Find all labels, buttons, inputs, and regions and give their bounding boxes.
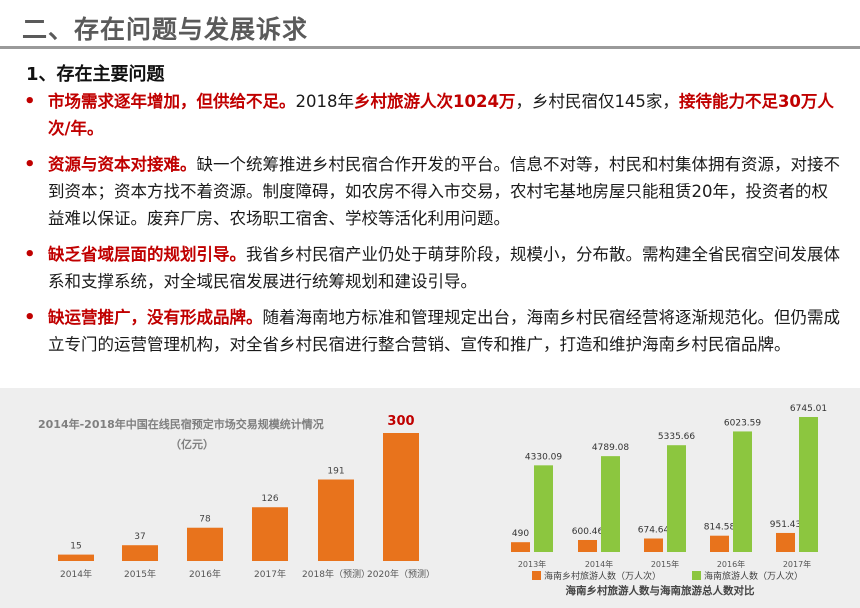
charts-panel: 2014年-2018年中国在线民宿预定市场交易规模统计情况 （亿元） 15 2014年… — [0, 388, 860, 608]
bar-value-label: 78 — [199, 515, 211, 525]
slide-title: 二、存在问题与发展诉求 — [22, 15, 309, 44]
bar-value-label: 191 — [327, 467, 344, 477]
bar — [383, 433, 419, 561]
issue-item: • 资源与资本对接难。缺一个统筹推进乡村民宿合作开发的平台。信息不对等，村民和村集… — [20, 151, 840, 232]
bar-value-label: 126 — [261, 494, 278, 504]
chart-subtitle: （亿元） — [170, 437, 214, 451]
bar-value-label: 951.43 — [770, 520, 802, 530]
x-tick-label: 2014年 — [60, 568, 92, 580]
bullet-dot: • — [24, 154, 36, 175]
section-title: 1、存在主要问题 — [26, 64, 165, 85]
x-tick-label: 2017年 — [254, 568, 286, 580]
issue-highlight: 缺运营推广，没有形成品牌。 — [48, 308, 263, 327]
bar-value-label: 600.46 — [572, 527, 604, 537]
issue-text: 我省乡村民宿产业仍处于萌芽阶段，规模小，分布散。需构建全省民宿空间发展体系和支撑… — [48, 245, 840, 291]
bar — [122, 545, 158, 561]
issue-text: 缺一个统筹推进乡村民宿合作开发的平台。信息不对等，村民和村集体拥有资源，对接不到… — [48, 155, 840, 228]
bar — [733, 431, 752, 552]
issue-highlight: 接待能力不足30万人次/年。 — [48, 92, 834, 138]
bar-value-label: 300 — [387, 414, 414, 429]
bar-value-label: 4330.09 — [525, 452, 562, 462]
legend-swatch — [532, 571, 541, 580]
bar — [318, 479, 354, 561]
chart-title: 2014年-2018年中国在线民宿预定市场交易规模统计情况 — [38, 417, 324, 431]
issue-list: • 市场需求逐年增加，但供给不足。2018年乡村旅游人次1024万，乡村民宿仅14… — [20, 88, 840, 367]
bar-value-label: 4789.08 — [592, 443, 629, 453]
chart-title: 海南乡村旅游人数与海南旅游总人数对比 — [566, 584, 755, 597]
issue-highlight: 缺乏省域层面的规划引导。 — [48, 245, 246, 264]
bar — [601, 456, 620, 552]
bullet-dot: • — [24, 244, 36, 265]
bar-value-label: 15 — [70, 542, 81, 552]
bullet-dot: • — [24, 307, 36, 328]
x-tick-label: 2013年 — [518, 559, 546, 569]
bar — [58, 554, 94, 561]
header-divider — [0, 46, 860, 49]
issue-highlight: 乡村旅游人次1024万 — [354, 92, 516, 111]
legend-swatch — [692, 571, 701, 580]
legend-label: 海南乡村旅游人数（万人次） — [544, 570, 661, 582]
bar-value-label: 6745.01 — [790, 404, 827, 414]
x-tick-label: 2018年（预测） — [302, 568, 370, 580]
bar-value-label: 674.64 — [638, 525, 670, 535]
issue-item: • 缺乏省域层面的规划引导。我省乡村民宿产业仍处于萌芽阶段，规模小，分布散。需构建… — [20, 241, 840, 295]
bar-value-label: 37 — [134, 532, 145, 542]
bar — [667, 445, 686, 552]
bar — [644, 538, 663, 552]
bar — [534, 465, 553, 552]
bar-value-label: 6023.59 — [724, 418, 761, 428]
bar — [187, 527, 223, 561]
issue-text: ，乡村民宿仅145家， — [515, 92, 679, 111]
bar — [776, 532, 795, 552]
issue-text: 2018年 — [295, 92, 355, 111]
issue-item: • 市场需求逐年增加，但供给不足。2018年乡村旅游人次1024万，乡村民宿仅14… — [20, 88, 840, 142]
bar — [511, 542, 530, 552]
bar — [710, 535, 729, 552]
online-homestay-market-chart: 2014年-2018年中国在线民宿预定市场交易规模统计情况 （亿元） 15 2014年… — [38, 414, 435, 580]
x-tick-label: 2016年 — [189, 568, 221, 580]
bar-value-label: 814.58 — [704, 523, 736, 533]
slide-header: 二、存在问题与发展诉求 — [0, 0, 860, 50]
x-tick-label: 2015年 — [124, 568, 156, 580]
x-tick-label: 2016年 — [717, 559, 745, 569]
issue-highlight: 市场需求逐年增加，但供给不足。 — [48, 92, 296, 111]
x-tick-label: 2014年 — [585, 559, 613, 569]
bar — [799, 417, 818, 552]
legend-label: 海南旅游人数（万人次） — [704, 570, 803, 582]
x-tick-label: 2020年（预测） — [367, 568, 435, 580]
hainan-tourism-comparison-chart: 490 4330.09 2013年 600.46 4789.08 2014年 674.64 5… — [511, 404, 827, 597]
bar-value-label: 5335.66 — [658, 432, 695, 442]
bullet-dot: • — [24, 91, 36, 112]
bar-value-label: 490 — [512, 529, 529, 539]
bar — [578, 539, 597, 552]
issue-highlight: 资源与资本对接难。 — [48, 155, 197, 174]
x-tick-label: 2015年 — [651, 559, 679, 569]
issue-item: • 缺运营推广，没有形成品牌。随着海南地方标准和管理规定出台，海南乡村民宿经营将逐… — [20, 304, 840, 358]
bar — [252, 507, 288, 561]
issue-text: 随着海南地方标准和管理规定出台，海南乡村民宿经营将逐渐规范化。但仍需成立专门的运… — [48, 308, 840, 354]
x-tick-label: 2017年 — [783, 559, 811, 569]
